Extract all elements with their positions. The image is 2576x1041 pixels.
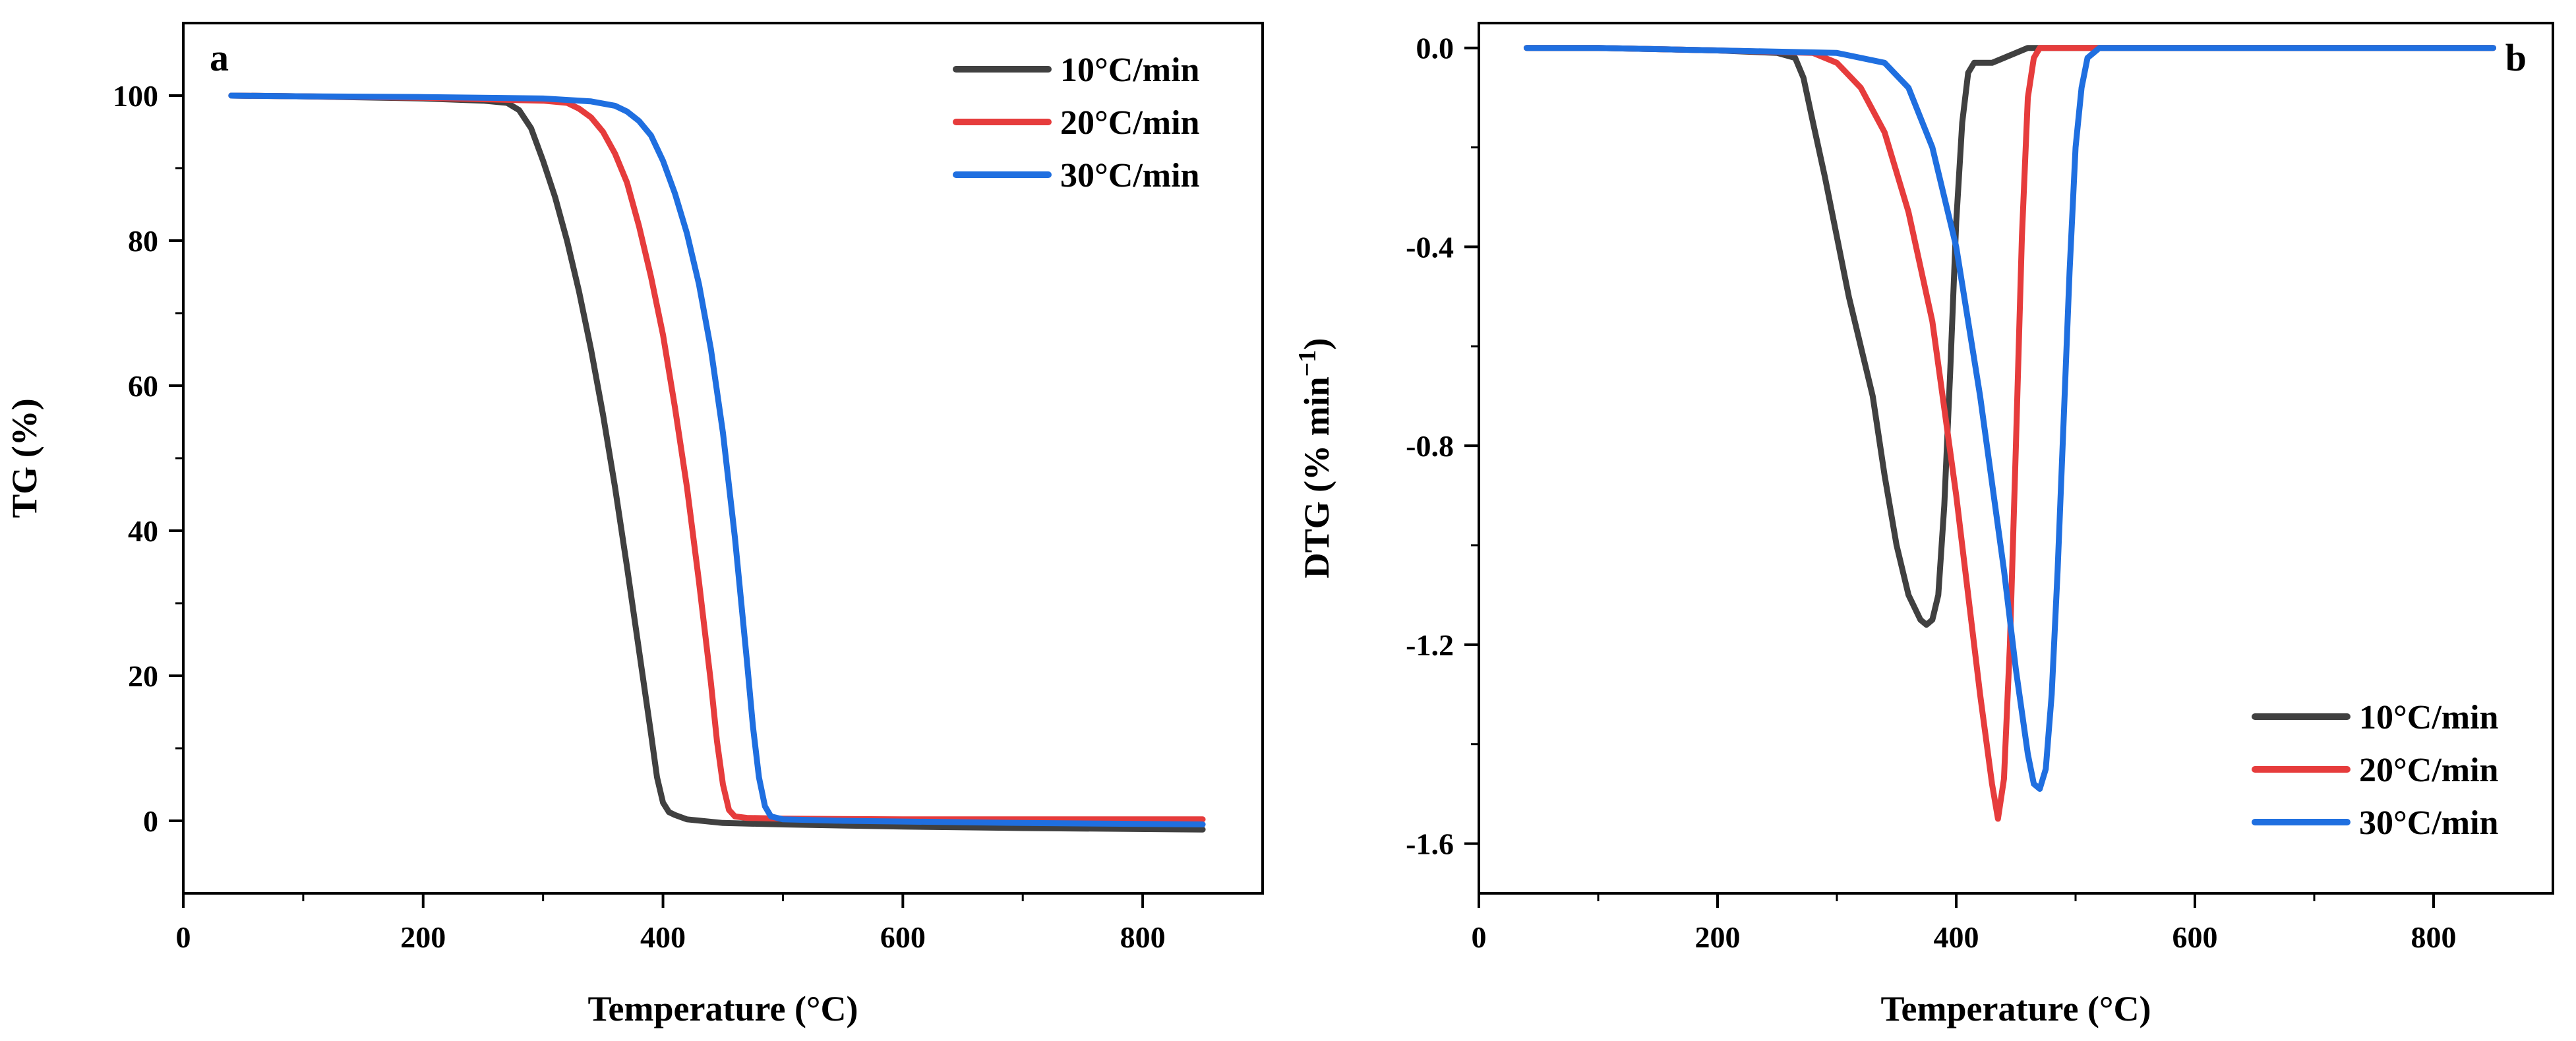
series-line-2 bbox=[228, 92, 1206, 823]
x-tick-label: 600 bbox=[880, 920, 926, 954]
legend-label-3: 30°C/min bbox=[1060, 157, 1200, 194]
y-tick-label: -1.6 bbox=[1406, 827, 1454, 861]
legend-label-3: 30°C/min bbox=[2359, 804, 2499, 842]
y-tick-label: 80 bbox=[128, 224, 158, 258]
legend-label-1: 10°C/min bbox=[2359, 699, 2499, 736]
y-tick-label: -1.2 bbox=[1406, 628, 1454, 662]
series-line-1 bbox=[1523, 45, 2496, 628]
y-tick-label: 100 bbox=[113, 79, 158, 113]
plot-frame bbox=[1478, 22, 2554, 895]
x-tick-label: 0 bbox=[176, 920, 191, 954]
y-tick-label: 60 bbox=[128, 369, 158, 403]
series-line-3 bbox=[1523, 45, 2496, 792]
y-tick-label: 20 bbox=[128, 659, 158, 693]
legend: 10°C/min 20°C/min 30°C/min bbox=[953, 51, 1200, 194]
series-line-1 bbox=[228, 92, 1206, 833]
x-tick-label: 800 bbox=[2411, 920, 2457, 954]
x-tick-label: 600 bbox=[2172, 920, 2218, 954]
y-axis-label: DTG (% min−1) bbox=[1294, 338, 1336, 579]
x-axis-label: Temperature (°C) bbox=[1880, 989, 2151, 1028]
x-tick-label: 800 bbox=[1120, 920, 1166, 954]
series-line-2 bbox=[1523, 45, 2496, 822]
legend-label-2: 20°C/min bbox=[2359, 752, 2499, 789]
x-tick-label: 200 bbox=[1695, 920, 1741, 954]
y-tick-label: -0.4 bbox=[1406, 230, 1454, 264]
y-axis-label: TG (%) bbox=[5, 398, 44, 518]
x-tick-label: 400 bbox=[1934, 920, 1979, 954]
legend-label-2: 20°C/min bbox=[1060, 104, 1200, 142]
x-tick-label: 200 bbox=[400, 920, 446, 954]
x-axis-label: Temperature (°C) bbox=[587, 989, 858, 1028]
y-axis-label-superscript: −1 bbox=[1294, 350, 1321, 377]
legend: 10°C/min 20°C/min 30°C/min bbox=[2252, 699, 2499, 842]
y-axis-label-main: DTG (% min bbox=[1297, 376, 1336, 578]
panel-label: a bbox=[210, 36, 229, 79]
panel-label: b bbox=[2505, 36, 2527, 79]
chart-panel-a: 0 200 400 600 800 0 20 40 60 80 100 Temperature (°C… bbox=[5, 22, 1264, 1028]
chart-panel-b: 0 200 400 600 800 -1.6 -1.2 -0.8 -0.4 0.0 Temperat… bbox=[1294, 22, 2554, 1028]
y-tick-label: 0 bbox=[143, 804, 158, 838]
y-axis-label-close: ) bbox=[1297, 338, 1336, 350]
series-line-3 bbox=[228, 92, 1206, 827]
legend-label-1: 10°C/min bbox=[1060, 51, 1200, 89]
y-tick-label: -0.8 bbox=[1406, 429, 1454, 463]
x-tick-label: 400 bbox=[640, 920, 686, 954]
x-tick-label: 0 bbox=[1472, 920, 1487, 954]
y-tick-label: 40 bbox=[128, 514, 158, 548]
y-tick-label: 0.0 bbox=[1416, 32, 1454, 65]
